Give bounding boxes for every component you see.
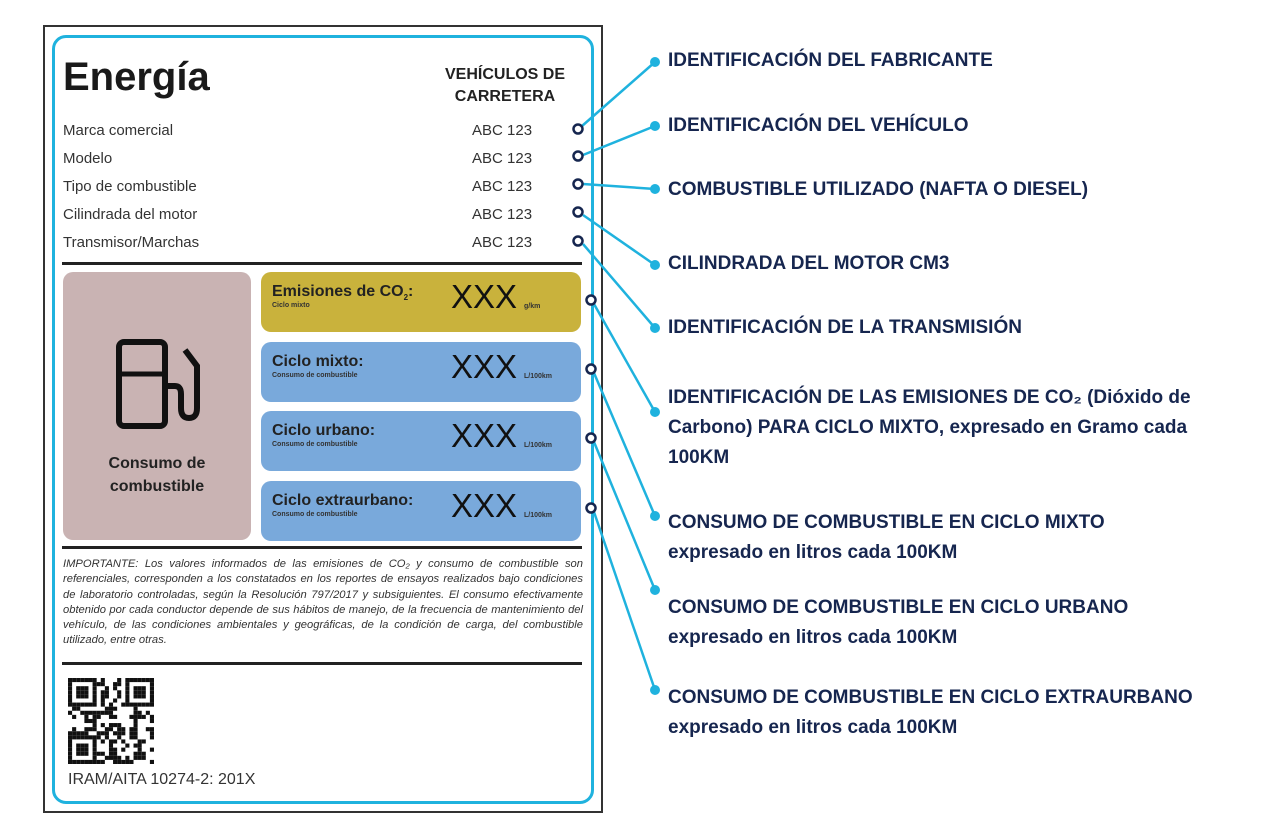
band-subtitle: Consumo de combustible <box>272 511 358 518</box>
important-notice: IMPORTANTE: Los valores informados de la… <box>63 558 583 647</box>
annotation-manufacturer: IDENTIFICACIÓN DEL FABRICANTE <box>668 50 993 71</box>
annotation-fuel: COMBUSTIBLE UTILIZADO (NAFTA O DIESEL) <box>668 179 1089 200</box>
annotation-vehicle: IDENTIFICACIÓN DEL VEHÍCULO <box>668 115 969 136</box>
row-value: ABC 123 <box>472 150 533 167</box>
divider <box>62 546 582 549</box>
band-title: Ciclo mixto: <box>272 353 364 370</box>
row-displacement: Cilindrada del motor ABC 123 <box>63 206 543 226</box>
fuel-pump-icon <box>116 339 200 429</box>
band-title: Ciclo extraurbano: <box>272 492 414 509</box>
row-fuel-type: Tipo de combustible ABC 123 <box>63 178 543 198</box>
band-unit: L/100km <box>524 512 553 519</box>
band-value: XXX <box>451 487 518 524</box>
annotation-displacement: CILINDRADA DEL MOTOR CM3 <box>668 253 950 274</box>
row-label: Transmisor/Marchas <box>63 234 200 251</box>
row-label: Cilindrada del motor <box>63 206 198 223</box>
row-value: ABC 123 <box>472 178 533 195</box>
qr-code-icon <box>68 678 154 764</box>
row-label: Marca comercial <box>63 122 174 139</box>
annotation-transmission: IDENTIFICACIÓN DE LA TRANSMISIÓN <box>668 317 1022 338</box>
annotation-extraurban: CONSUMO DE COMBUSTIBLE EN CICLO EXTRAURB… <box>668 687 1193 738</box>
label-inner-frame <box>52 35 594 804</box>
divider <box>62 662 582 665</box>
row-value: ABC 123 <box>472 206 533 223</box>
band-subtitle: Ciclo mixto <box>272 302 310 309</box>
band-mixed: Ciclo mixto: Consumo de combustible XXX L/1… <box>261 342 581 402</box>
band-value: XXX <box>451 278 518 315</box>
band-unit: L/100km <box>524 373 553 380</box>
annotation-urban: CONSUMO DE COMBUSTIBLE EN CICLO URBANO e… <box>668 597 1129 648</box>
band-subtitle: Consumo de combustible <box>272 372 358 379</box>
band-title: Emisiones de CO2: <box>272 283 414 303</box>
marker-dot <box>572 123 584 135</box>
band-unit: L/100km <box>524 442 553 449</box>
fuel-consumption-box <box>63 272 251 540</box>
band-title: Ciclo urbano: <box>272 422 376 439</box>
norm-reference: IRAM/AITA 10274-2: 201X <box>68 771 256 788</box>
vehicle-type: VEHÍCULOS DE CARRETERA <box>444 66 565 105</box>
band-co2: Emisiones de CO2: Ciclo mixto XXX g/km <box>261 272 581 332</box>
fuel-consumption-label: Consumo de combustible <box>108 455 206 495</box>
band-urban: Ciclo urbano: Consumo de combustible XXX L/… <box>261 411 581 471</box>
row-value: ABC 123 <box>472 122 533 139</box>
annotation-co2: IDENTIFICACIÓN DE LAS EMISIONES DE CO₂ (… <box>668 387 1191 468</box>
label-outer-border <box>43 25 603 813</box>
band-extraurban: Ciclo extraurbano: Consumo de combustible… <box>261 481 581 541</box>
row-label: Tipo de combustible <box>63 178 197 195</box>
row-transmission: Transmisor/Marchas ABC 123 <box>63 234 543 254</box>
label-title: Energía <box>63 55 210 99</box>
divider <box>62 262 582 265</box>
band-value: XXX <box>451 348 518 385</box>
band-unit: g/km <box>524 303 541 310</box>
band-subtitle: Consumo de combustible <box>272 441 358 448</box>
band-value: XXX <box>451 417 518 454</box>
row-model: Modelo ABC 123 <box>63 150 543 170</box>
annotation-mixed: CONSUMO DE COMBUSTIBLE EN CICLO MIXTO ex… <box>668 512 1105 563</box>
row-label: Modelo <box>63 150 113 167</box>
row-brand: Marca comercial ABC 123 <box>63 122 543 142</box>
row-value: ABC 123 <box>472 234 533 251</box>
